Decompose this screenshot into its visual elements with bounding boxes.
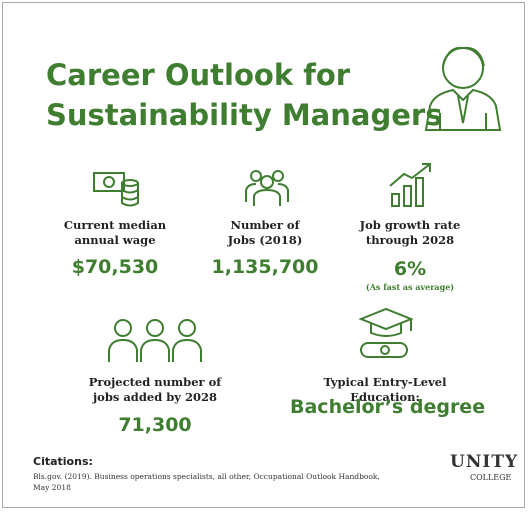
graduation-icon — [358, 307, 414, 358]
stat-value: 71,300 — [118, 414, 192, 436]
stat-label: Typical Entry-Level Education: — [323, 375, 447, 404]
citations-text: Bls.gov. (2019). Business operations spe… — [33, 472, 380, 492]
stat-label: Job growth rate through 2028 — [359, 218, 461, 247]
stat-note: (As fast as average) — [365, 282, 455, 292]
title-line: Career Outlook for — [46, 58, 351, 92]
logo-sub: COLLEGE — [470, 473, 512, 482]
logo-name: UNITY — [450, 452, 519, 472]
growth-icon — [389, 163, 431, 207]
stat-label: Current median annual wage — [63, 218, 167, 247]
frame — [2, 2, 525, 508]
money-icon — [93, 172, 139, 207]
people-icon — [108, 319, 202, 362]
stat-value: $70,530 — [71, 256, 159, 278]
stat-value: 6% — [393, 258, 427, 280]
person-icon — [424, 46, 502, 131]
title-line: Sustainability Managers — [46, 98, 443, 132]
stat-label: Number of Jobs (2018) — [227, 218, 303, 247]
stat-value: Bachelor’s degree — [290, 396, 486, 418]
stat-label: Projected number of jobs added by 2028 — [88, 375, 222, 404]
group-icon — [245, 170, 289, 206]
stat-value: 1,135,700 — [211, 256, 319, 278]
citations-heading: Citations: — [33, 455, 93, 468]
